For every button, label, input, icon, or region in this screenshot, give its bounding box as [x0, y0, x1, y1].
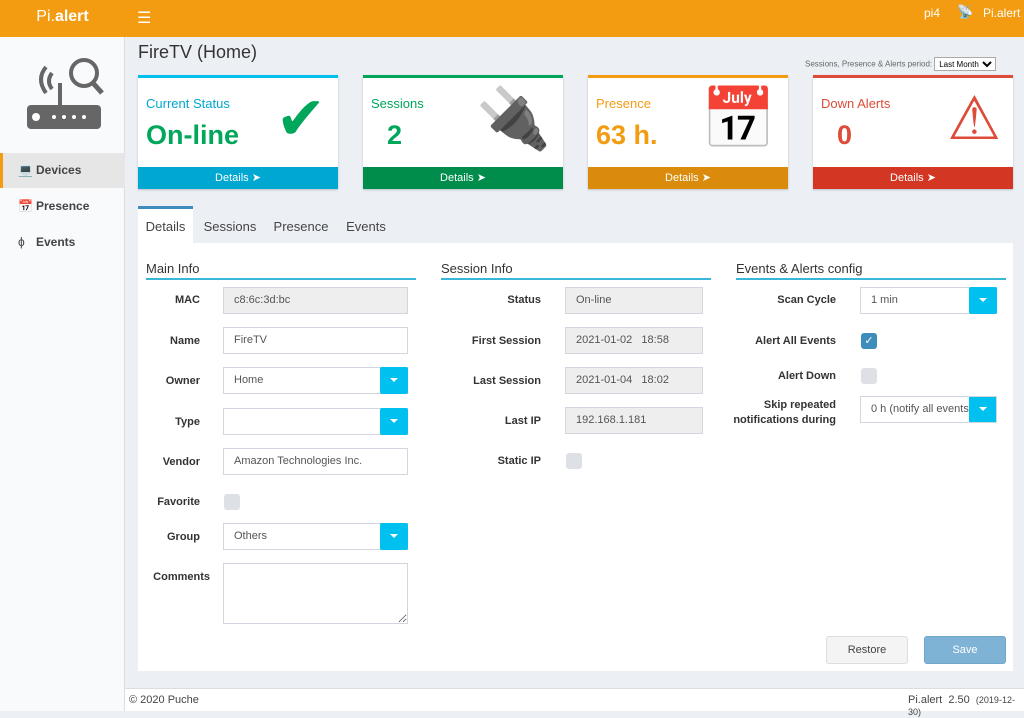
footer: © 2020 Puche Pi.alert 2.50 (2019-12-30) — [125, 688, 1024, 717]
presence-card: Presence 63 h. 📅 Details ➤ — [588, 75, 788, 189]
down-alerts-card: Down Alerts 0 ⚠ Details ➤ — [813, 75, 1013, 189]
laptop-icon: 💻 — [18, 163, 33, 177]
owner-dropdown-button[interactable] — [380, 367, 408, 394]
owner-field[interactable]: Home — [223, 367, 408, 394]
type-field[interactable] — [223, 408, 408, 435]
details-panel: Main Info MAC c8:6c:3d:bc Name FireTV Ow… — [138, 243, 1013, 671]
first-session-field: 2021-01-02 18:58 — [565, 327, 703, 354]
top-header: Pi.alert ☰ pi4 📡 Pi.alert — [0, 0, 1024, 37]
tab-sessions[interactable]: Sessions — [203, 219, 257, 234]
sessions-card: Sessions 2 🔌 Details ➤ — [363, 75, 563, 189]
page-title: FireTV (Home) — [138, 42, 258, 62]
sidebar: 💻 Devices 📅 Presence ϕ Events — [0, 37, 125, 711]
sidebar-item-devices[interactable]: 💻 Devices — [0, 153, 125, 188]
tab-details[interactable]: Details — [138, 206, 193, 243]
calendar-icon: 📅 — [701, 85, 776, 152]
hamburger-icon[interactable]: ☰ — [137, 10, 152, 27]
footer-version: Pi.alert 2.50 (2019-12-30) — [908, 694, 1015, 717]
tab-events[interactable]: Events — [346, 219, 386, 234]
calendar-icon: 📅 — [18, 199, 33, 213]
skip-notifications-field[interactable]: 0 h (notify all events) — [860, 396, 997, 423]
status-field: On-line — [565, 287, 703, 314]
logo[interactable]: Pi.alert — [36, 8, 89, 25]
favorite-checkbox[interactable] — [224, 494, 240, 510]
period-selector: Sessions, Presence & Alerts period: Last … — [805, 57, 997, 71]
sidebar-item-presence[interactable]: 📅 Presence — [0, 189, 125, 224]
static-ip-checkbox[interactable] — [566, 453, 582, 469]
warning-icon: ⚠ — [947, 85, 1001, 152]
last-session-field: 2021-01-04 18:02 — [565, 367, 703, 394]
router-logo-icon — [27, 58, 104, 129]
alert-all-events-checkbox[interactable]: ✓ — [861, 333, 877, 349]
bolt-icon: ϕ — [18, 235, 25, 249]
type-dropdown-button[interactable] — [380, 408, 408, 435]
group-field[interactable]: Others — [223, 523, 408, 550]
sessions-details-link[interactable]: Details ➤ — [363, 167, 563, 189]
status-details-link[interactable]: Details ➤ — [138, 167, 338, 189]
save-button[interactable]: Save — [924, 636, 1006, 664]
tab-bar: Details Sessions Presence Events — [138, 206, 1013, 243]
scan-cycle-field[interactable]: 1 min — [860, 287, 997, 314]
host-name: pi4 — [924, 6, 941, 20]
session-info-heading: Session Info — [441, 261, 711, 280]
alert-down-checkbox[interactable] — [861, 368, 877, 384]
user-menu[interactable]: Pi.alert — [983, 6, 1021, 20]
mac-field[interactable]: c8:6c:3d:bc — [223, 287, 408, 314]
name-field[interactable]: FireTV — [223, 327, 408, 354]
group-dropdown-button[interactable] — [380, 523, 408, 550]
vendor-field[interactable]: Amazon Technologies Inc. — [223, 448, 408, 475]
presence-details-link[interactable]: Details ➤ — [588, 167, 788, 189]
period-select[interactable]: Last Month — [934, 57, 997, 71]
alerts-config-heading: Events & Alerts config — [736, 261, 1006, 280]
sidebar-item-events[interactable]: ϕ Events — [0, 225, 125, 260]
main-info-heading: Main Info — [146, 261, 416, 280]
comments-field[interactable] — [223, 563, 408, 624]
scan-cycle-dropdown-button[interactable] — [969, 287, 997, 314]
skip-dropdown-button[interactable] — [969, 397, 996, 422]
last-ip-field: 192.168.1.181 — [565, 407, 703, 434]
plug-icon: 🔌 — [476, 85, 551, 152]
tab-presence[interactable]: Presence — [273, 219, 329, 234]
restore-button[interactable]: Restore — [826, 636, 908, 664]
status-card: Current Status On-line ✔ Details ➤ — [138, 75, 338, 189]
copyright: © 2020 Puche — [129, 694, 199, 706]
down-alerts-details-link[interactable]: Details ➤ — [813, 167, 1013, 189]
check-icon: ✔ — [275, 85, 326, 152]
router-icon[interactable]: 📡 — [957, 4, 974, 19]
